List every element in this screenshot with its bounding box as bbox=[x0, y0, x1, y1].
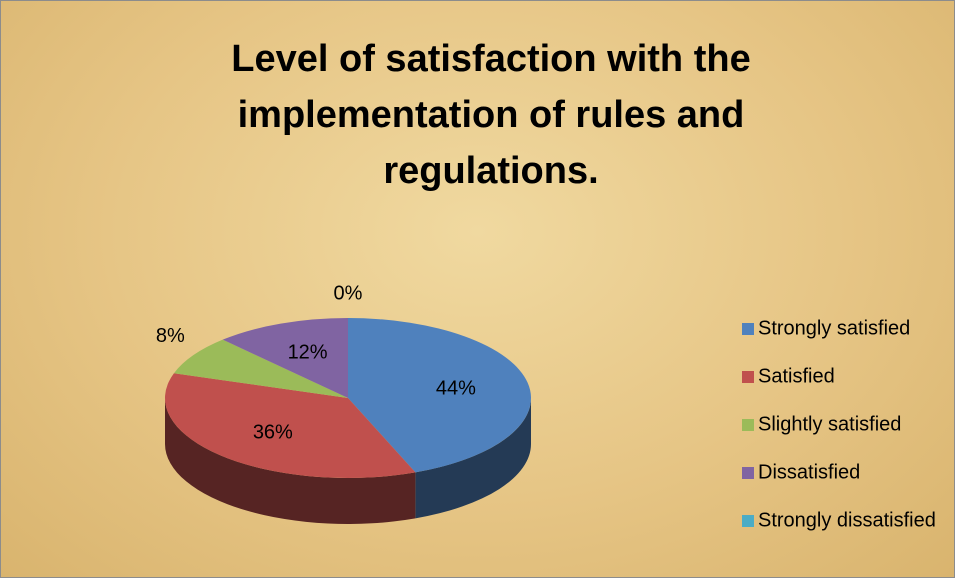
data-label: 44% bbox=[436, 377, 476, 399]
legend-swatch bbox=[742, 515, 754, 527]
legend-label: Slightly satisfied bbox=[758, 413, 901, 435]
pie-slice bbox=[348, 318, 531, 473]
data-label: 12% bbox=[288, 342, 328, 364]
pie-slice bbox=[222, 318, 348, 398]
legend-label: Satisfied bbox=[758, 365, 835, 387]
legend-label: Strongly dissatisfied bbox=[758, 509, 936, 531]
data-label: 8% bbox=[156, 325, 185, 347]
data-label: 36% bbox=[253, 421, 293, 443]
chart-title: Level of satisfaction with the implement… bbox=[231, 38, 751, 192]
pie-slice bbox=[164, 373, 416, 478]
pie-slice bbox=[173, 339, 348, 398]
data-label: 0% bbox=[334, 282, 363, 304]
pie-side bbox=[164, 398, 416, 525]
legend-swatch bbox=[742, 323, 754, 335]
legend-swatch bbox=[742, 371, 754, 383]
legend-label: Strongly satisfied bbox=[758, 317, 910, 339]
legend-label: Dissatisfied bbox=[758, 461, 860, 483]
legend-swatch bbox=[742, 419, 754, 431]
pie-side bbox=[415, 398, 531, 519]
legend-swatch bbox=[742, 467, 754, 479]
